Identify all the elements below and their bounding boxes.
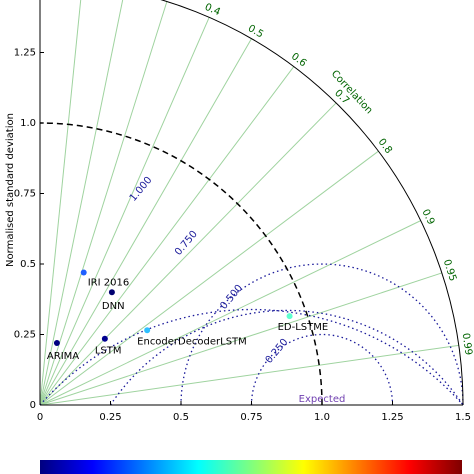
rms-tick-label: 0.750 [173, 229, 200, 258]
correlation-tick-label: 0.99 [460, 332, 474, 356]
point-label: ED-LSTME [278, 322, 329, 333]
point [108, 289, 115, 296]
outer-arc [160, 0, 464, 406]
correlation-line [39, 38, 252, 406]
rms-tick-label: 1.000 [128, 175, 155, 204]
correlation-line [39, 102, 337, 406]
x-tick-label: 1.25 [381, 412, 403, 423]
x-tick-label: 0.75 [240, 412, 262, 423]
rms-arc [109, 309, 464, 406]
x-tick-label: 0 [37, 412, 43, 423]
point [101, 335, 108, 342]
y-axis-label: Normalised standard deviation [5, 113, 16, 267]
point [286, 313, 293, 320]
point-label: IRI 2016 [88, 277, 129, 288]
y-tick-label: 0.25 [14, 330, 36, 341]
correlation-line [39, 344, 459, 406]
correlation-line [39, 0, 124, 406]
y-tick-label: 1.0 [20, 118, 36, 129]
y-tick-label: 0 [30, 400, 36, 411]
correlation-line [39, 66, 295, 406]
chart: Normalised standard deviation Correlatio… [5, 0, 474, 423]
y-tick-label: 1.25 [14, 48, 36, 59]
point-label: ARIMA [47, 351, 79, 362]
correlation-line [39, 150, 379, 406]
reference-label: Expected [299, 394, 346, 405]
point [80, 269, 87, 276]
rms-arc [250, 333, 394, 406]
correlation-line [39, 272, 443, 406]
x-tick-label: 0.5 [173, 412, 189, 423]
colorbar [40, 460, 462, 474]
correlation-line [39, 1, 168, 406]
correlation-tick-label: 0.6 [289, 51, 308, 69]
y-tick-label: 0.75 [14, 189, 36, 200]
point [144, 327, 151, 334]
y-tick-label: 0.5 [20, 259, 36, 270]
correlation-line [39, 17, 210, 406]
rms-arc [180, 263, 464, 406]
point-label: LSTM [95, 346, 122, 357]
rms-tick-label: 0.250 [264, 337, 291, 366]
correlation-line [39, 0, 82, 406]
point [53, 339, 60, 346]
x-tick-label: 0.25 [99, 412, 121, 423]
correlation-tick-label: 0.8 [376, 137, 394, 156]
rms-arc [39, 308, 464, 406]
point-label: EncoderDecoderLSTM [137, 336, 247, 347]
x-tick-label: 1.0 [314, 412, 330, 423]
correlation-tick-label: 0.5 [246, 23, 265, 40]
point-label: DNN [102, 301, 125, 312]
correlation-line [39, 220, 421, 406]
x-tick-label: 1.5 [455, 412, 471, 423]
reference-arc [39, 122, 323, 406]
